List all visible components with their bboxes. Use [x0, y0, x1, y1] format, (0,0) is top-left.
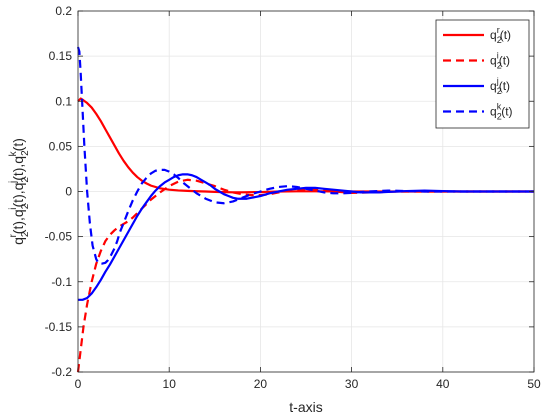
x-tick-label: 50 [527, 377, 541, 391]
axis-labels: t-axis q2r(t),q2i(t),q2j(t),q2k(t) [8, 138, 323, 415]
y-axis-label-sub: 2 [20, 177, 31, 183]
y-axis-label-sup: k [8, 150, 19, 156]
y-tick-label: -0.2 [51, 365, 72, 379]
y-axis-label-sub: 2 [20, 231, 31, 237]
y-axis-label-base: q [10, 183, 26, 191]
legend-box [435, 19, 530, 129]
y-axis-label-tail: (t) [10, 138, 26, 151]
legend-label: q2j(t) [490, 76, 510, 96]
series-line-q2k(t) [76, 46, 534, 265]
y-tick-label: -0.1 [51, 275, 72, 289]
y-axis-label-sub: 2 [20, 150, 31, 156]
x-tick-label: 40 [436, 377, 450, 391]
legend-label: q2i(t) [490, 51, 510, 71]
ticks: 0 10 20 30 40 50 -0.2 -0.15 -0.1 -0.05 0 0.05 0.1 0.1… [45, 4, 541, 391]
x-tick-label: 0 [75, 377, 82, 391]
x-tick-label: 20 [254, 377, 268, 391]
y-axis-label-sup: r [8, 234, 19, 238]
y-axis-label-tail: (t), [10, 217, 26, 234]
x-tick-label: 10 [163, 377, 177, 391]
y-tick-label: -0.05 [45, 230, 73, 244]
x-axis-label: t-axis [289, 399, 322, 415]
y-axis-label-sup: i [8, 207, 19, 209]
legend: q2r(t) q2i(t) q2j(t) q2k(t) [435, 19, 530, 129]
series-line-q2i(t) [76, 178, 534, 373]
legend-label: q2r(t) [490, 25, 511, 45]
legend-label: q2k(t) [490, 102, 513, 122]
series-layer [76, 46, 534, 373]
y-axis-label-sup: j [8, 181, 19, 184]
y-axis-label-sub: 2 [20, 203, 31, 209]
y-tick-label: 0.15 [49, 49, 73, 63]
y-tick-label: -0.15 [45, 320, 73, 334]
y-axis-label-base: q [10, 156, 26, 164]
x-tick-label: 30 [345, 377, 359, 391]
y-axis-label-tail: (t), [10, 164, 26, 181]
y-tick-label: 0.05 [49, 139, 73, 153]
y-axis-label-base: q [10, 209, 26, 217]
y-tick-label: 0 [65, 185, 72, 199]
y-axis-label: q2r(t),q2i(t),q2j(t),q2k(t) [8, 138, 31, 245]
y-axis-label-base: q [10, 237, 26, 245]
y-axis-label-tail: (t), [10, 190, 26, 207]
y-tick-label: 0.2 [55, 4, 72, 18]
y-tick-label: 0.1 [55, 94, 72, 108]
